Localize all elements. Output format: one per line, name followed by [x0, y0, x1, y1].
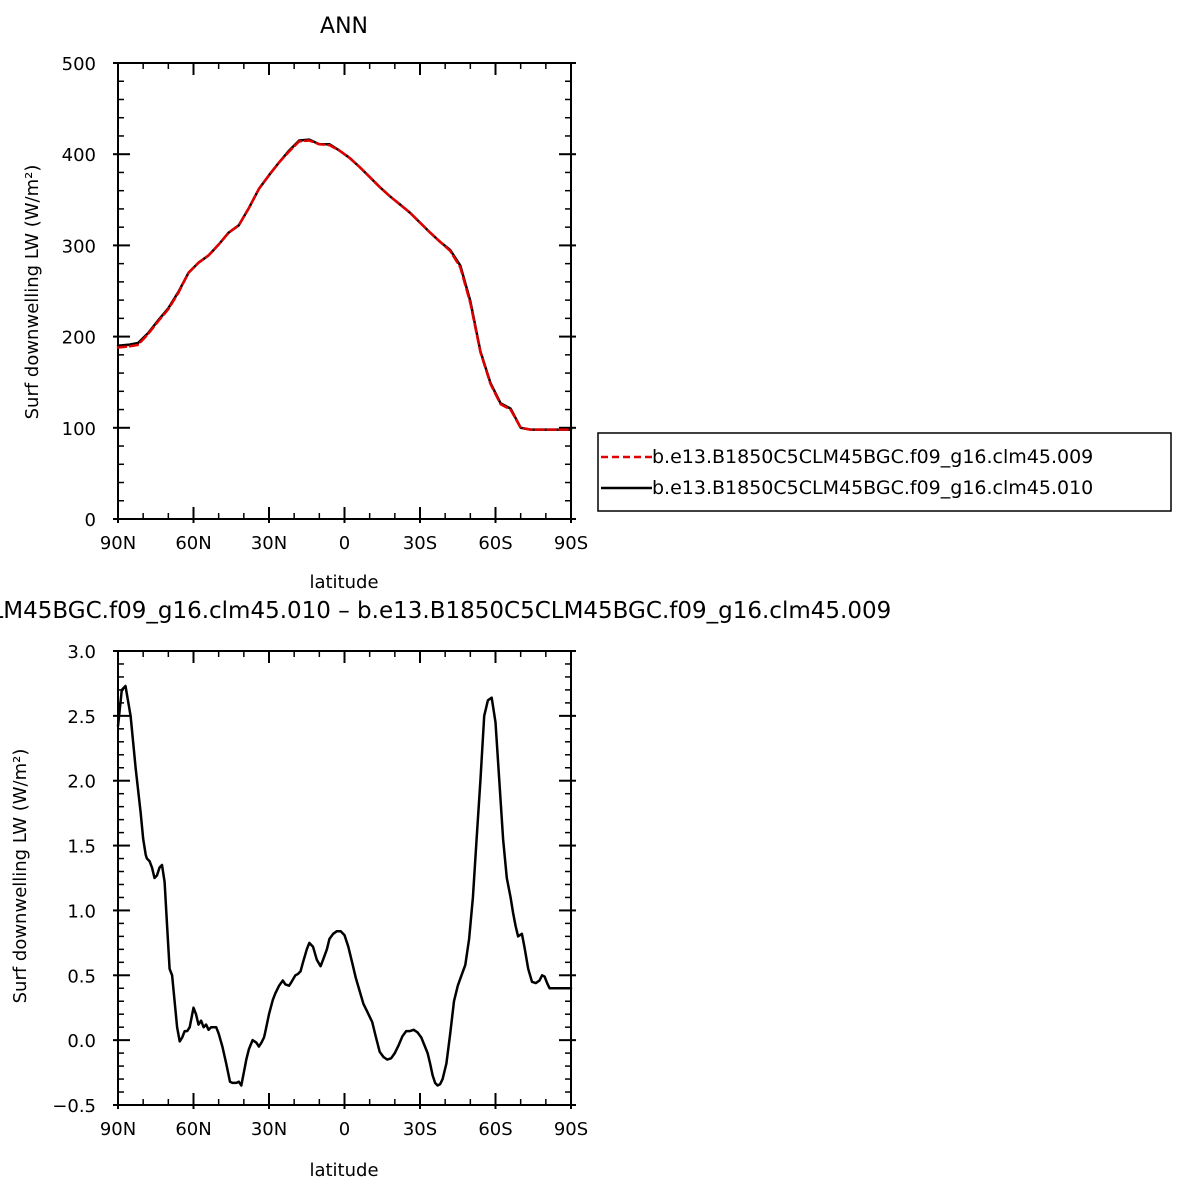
bot-xtick-label: 30S [403, 1119, 437, 1140]
bottom-plot-frame [117, 650, 572, 1106]
top-xtick-label: 60S [478, 533, 512, 554]
legend-label-009: b.e13.B1850C5CLM45BGC.f09_g16.clm45.009 [652, 446, 1093, 468]
top-xtick-label: 30N [251, 533, 287, 554]
panel-top: ANN 90N 60N 30N 0 30S 60S 90S0100200300400500 … [22, 14, 1172, 593]
top-plot-frame [117, 62, 572, 520]
panel-bottom: b.e13.B1850C5CLM45BGC.f09_g16.clm45.010 … [0, 598, 891, 1181]
bot-xtick-label: 90N [100, 1119, 136, 1140]
bot-ytick-label: 0.5 [67, 966, 96, 987]
top-xtick-label: 90N [100, 533, 136, 554]
bot-ytick-label: 2.5 [67, 707, 96, 728]
bottom-ylabel: Surf downwelling LW (W/m²) [10, 749, 31, 1004]
top-ytick-label: 200 [62, 328, 96, 349]
top-xlabel: latitude [309, 572, 378, 593]
bottom-title: b.e13.B1850C5CLM45BGC.f09_g16.clm45.010 … [0, 598, 891, 624]
bot-ytick-label: 3.0 [67, 642, 96, 663]
bot-ytick-label: −0.5 [52, 1096, 96, 1117]
bot-ytick-label: 0.0 [67, 1031, 96, 1052]
bot-ytick-label: 2.0 [67, 772, 96, 793]
top-series-line-1 [116, 138, 573, 431]
bot-xtick-label: 30N [251, 1119, 287, 1140]
bot-xtick-label: 60S [478, 1119, 512, 1140]
bot-ytick-label: 1.5 [67, 837, 96, 858]
top-xtick-label: 30S [403, 533, 437, 554]
legend: b.e13.B1850C5CLM45BGC.f09_g16.clm45.009 … [597, 432, 1172, 512]
top-xtick-label: 0 [339, 533, 350, 554]
top-ytick-label: 400 [62, 145, 96, 166]
top-ytick-label: 0 [85, 510, 96, 531]
bot-xtick-label: 60N [175, 1119, 211, 1140]
bot-xtick-label: 90S [554, 1119, 588, 1140]
top-ytick-label: 100 [62, 419, 96, 440]
bot-xtick-label: 0 [339, 1119, 350, 1140]
top-xtick-label: 90S [554, 533, 588, 554]
top-xtick-label: 60N [175, 533, 211, 554]
top-ylabel: Surf downwelling LW (W/m²) [22, 165, 43, 420]
legend-box [597, 432, 1172, 512]
top-series-line-0 [116, 139, 573, 431]
top-title: ANN [320, 14, 368, 39]
top-ytick-label: 500 [62, 54, 96, 75]
bot-ytick-label: 1.0 [67, 901, 96, 922]
legend-label-010: b.e13.B1850C5CLM45BGC.f09_g16.clm45.010 [652, 477, 1093, 499]
bottom-xlabel: latitude [309, 1160, 378, 1181]
top-ytick-label: 300 [62, 236, 96, 257]
bot-series-line-0 [116, 684, 573, 1087]
